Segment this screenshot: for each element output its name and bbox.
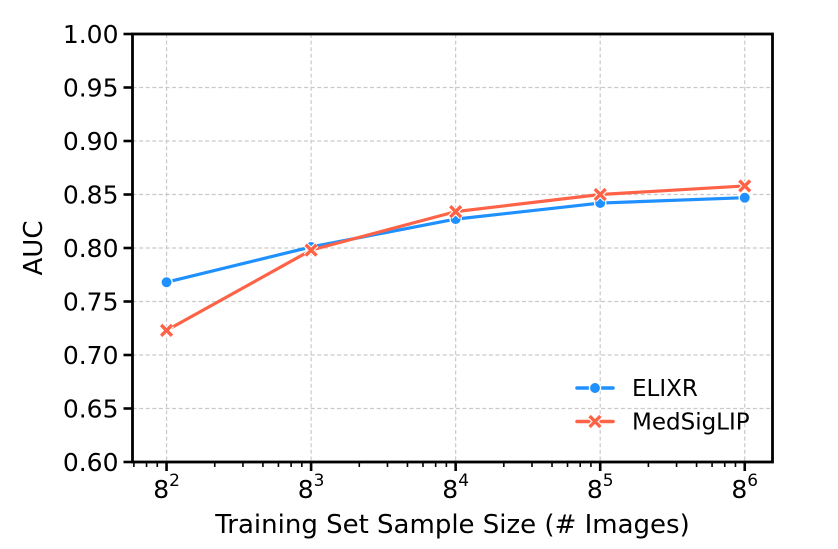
data-point-x (588, 414, 602, 429)
legend-label: MedSigLIP (632, 410, 750, 436)
y-tick-label: 0.95 (63, 74, 119, 103)
legend: ELIXR MedSigLIP (575, 376, 750, 436)
x-tick-label: 85 (587, 471, 614, 504)
x-axis-label: Training Set Sample Size (# Images) (214, 510, 690, 540)
data-point-x (304, 243, 318, 257)
x-tick-label: 86 (731, 471, 758, 504)
series-medsiglip (159, 178, 753, 338)
legend-entry-elixr: ELIXR (575, 376, 698, 402)
y-tick-label: 0.75 (63, 288, 119, 317)
y-axis-label: AUC (19, 221, 49, 276)
y-tick-label: 0.90 (63, 127, 119, 156)
data-point-x (738, 179, 752, 193)
x-tick-label: 82 (153, 471, 180, 504)
y-tick-label: 0.70 (63, 341, 119, 370)
x-tick-label: 84 (442, 471, 469, 504)
data-point-circle (588, 381, 602, 395)
legend-label: ELIXR (632, 376, 698, 402)
y-tick-labels: 0.60 0.65 0.70 0.75 0.80 0.85 0.90 0.95 1.00 (63, 20, 119, 477)
y-tick-label: 0.80 (63, 234, 119, 263)
y-tick-label: 0.60 (63, 448, 119, 477)
legend-entry-medsiglip: MedSigLIP (575, 410, 750, 436)
x-tick-label: 83 (298, 471, 325, 504)
data-point-x (159, 323, 174, 337)
y-tick-label: 0.65 (63, 395, 119, 424)
data-point-x (593, 187, 607, 202)
ticks (123, 32, 747, 471)
data-point-circle (160, 275, 173, 289)
y-tick-label: 1.00 (63, 20, 119, 49)
y-tick-label: 0.85 (63, 181, 119, 210)
data-point-circle (738, 191, 751, 204)
data-point-x (449, 205, 463, 219)
